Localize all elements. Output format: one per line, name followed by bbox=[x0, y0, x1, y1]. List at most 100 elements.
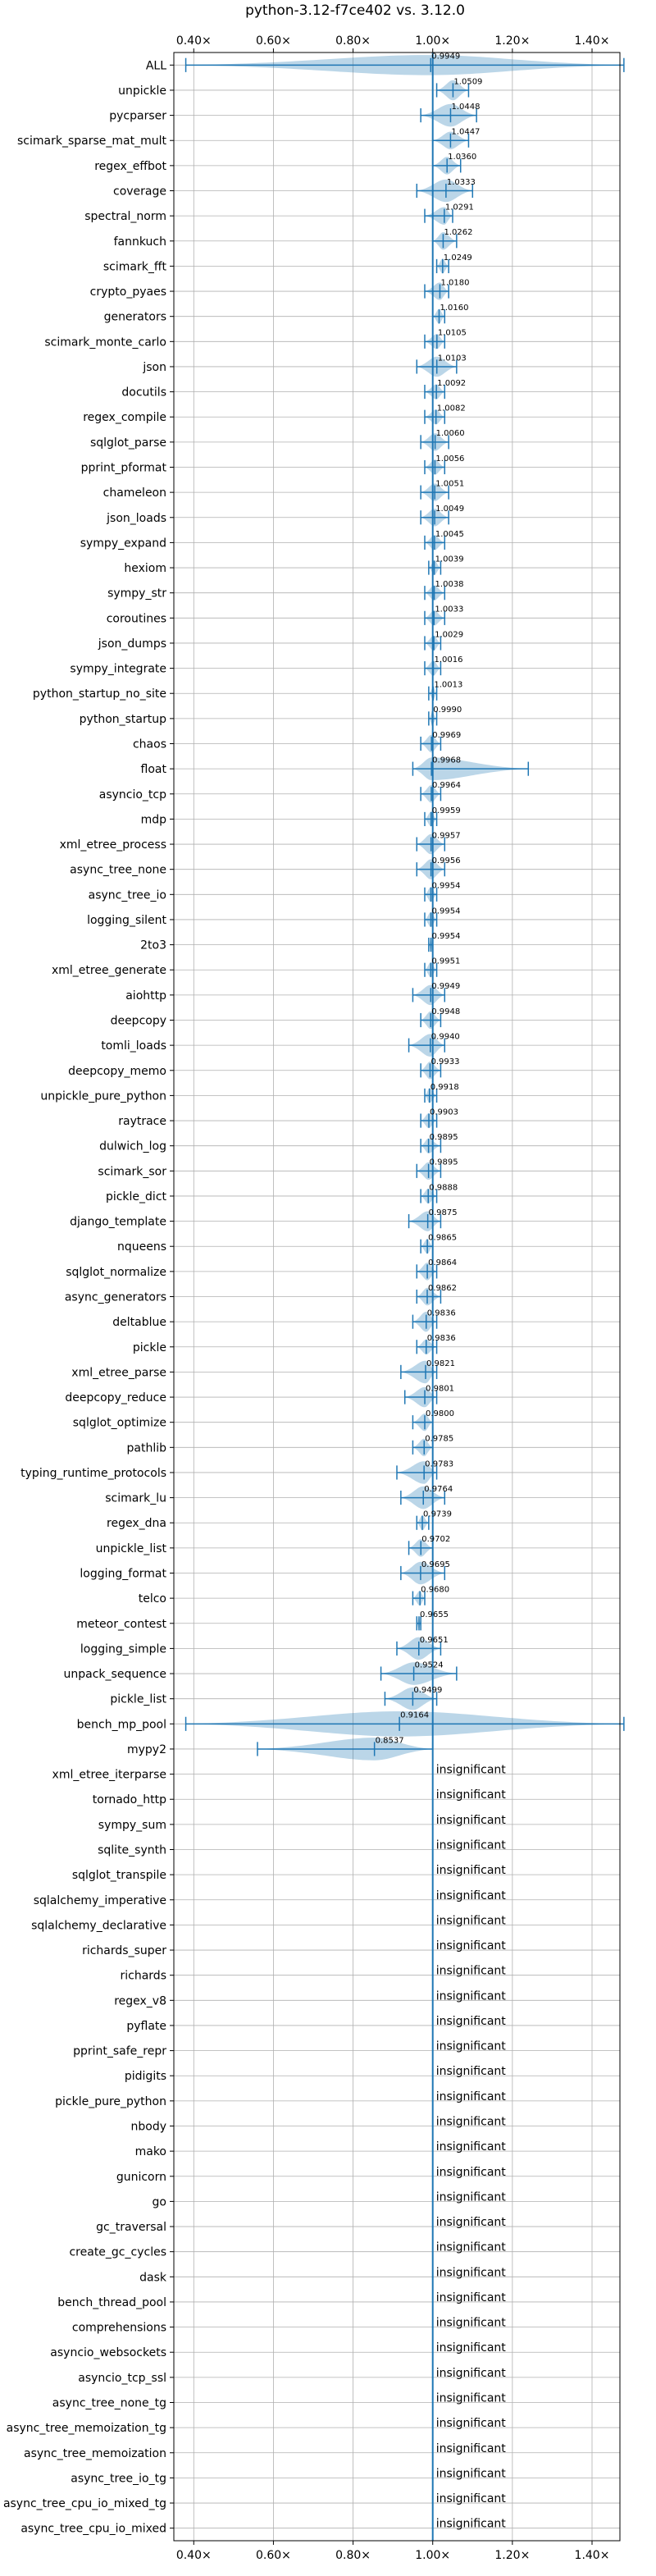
category-label-pickle-dict: pickle_dict bbox=[106, 1190, 167, 1204]
category-label-aiohttp: aiohttp bbox=[125, 989, 166, 1003]
category-label-bench-thread-pool: bench_thread_pool bbox=[57, 2296, 166, 2309]
category-label-python-startup-no-site: python_startup_no_site bbox=[33, 687, 166, 701]
value-label-all: 0.9949 bbox=[431, 53, 460, 62]
insignificant-label: insignificant bbox=[436, 2367, 507, 2380]
insignificant-label: insignificant bbox=[436, 2341, 507, 2354]
value-label-chameleon: 1.0051 bbox=[435, 479, 464, 488]
value-label-logging-format: 0.9695 bbox=[421, 1560, 450, 1569]
x-tick-label-top: 1.20× bbox=[494, 34, 530, 48]
value-label-deepcopy-reduce: 0.9801 bbox=[426, 1384, 454, 1393]
value-label-mypy2: 0.8537 bbox=[376, 1736, 404, 1745]
category-label-json: json bbox=[142, 361, 166, 374]
category-label-raytrace: raytrace bbox=[118, 1115, 166, 1128]
value-label-scimark-sor: 0.9895 bbox=[430, 1158, 458, 1167]
value-label-2to3: 0.9954 bbox=[431, 932, 460, 941]
category-label-chaos: chaos bbox=[133, 738, 166, 751]
category-label-xml-etree-generate: xml_etree_generate bbox=[52, 964, 166, 977]
value-label-pickle-dict: 0.9888 bbox=[429, 1183, 458, 1192]
category-label-sqlglot-parse: sqlglot_parse bbox=[90, 436, 166, 450]
category-label-2to3: 2to3 bbox=[140, 939, 166, 952]
grid-layer bbox=[174, 53, 620, 2541]
insignificant-label: insignificant bbox=[436, 1764, 507, 1777]
category-label-sympy-sum: sympy_sum bbox=[98, 1819, 166, 1832]
category-label-logging-format: logging_format bbox=[80, 1568, 166, 1581]
category-label-coroutines: coroutines bbox=[107, 612, 166, 625]
value-label-json-loads: 1.0049 bbox=[435, 505, 464, 514]
value-label-float: 0.9968 bbox=[432, 756, 461, 765]
value-label-xml-etree-generate: 0.9951 bbox=[431, 957, 460, 966]
value-label-sympy-expand: 1.0045 bbox=[435, 530, 464, 539]
category-label-regex-effbot: regex_effbot bbox=[94, 160, 166, 173]
category-label-scimark-sor: scimark_sor bbox=[98, 1165, 166, 1178]
value-label-json-dumps: 1.0029 bbox=[435, 630, 463, 639]
category-label-json-dumps: json_dumps bbox=[98, 637, 166, 651]
category-label-gc-traversal: gc_traversal bbox=[96, 2221, 166, 2234]
chart-title: python-3.12-f7ce402 vs. 3.12.0 bbox=[245, 2, 465, 19]
category-label-deepcopy-reduce: deepcopy_reduce bbox=[65, 1391, 166, 1404]
category-label-regex-compile: regex_compile bbox=[83, 411, 166, 424]
category-label-async-generators: async_generators bbox=[65, 1291, 166, 1304]
category-label-crypto-pyaes: crypto_pyaes bbox=[90, 285, 166, 299]
category-label-dask: dask bbox=[139, 2271, 167, 2284]
category-label-richards: richards bbox=[121, 1970, 167, 1983]
insignificant-label: insignificant bbox=[436, 1989, 507, 2003]
category-label-meteor-contest: meteor_contest bbox=[76, 1618, 166, 1631]
value-label-telco: 0.9680 bbox=[421, 1585, 449, 1594]
category-label-go: go bbox=[153, 2195, 166, 2208]
x-tick-label-bottom: 0.80× bbox=[335, 2549, 371, 2562]
category-label-pickle: pickle bbox=[133, 1341, 166, 1354]
value-label-hexiom: 1.0039 bbox=[435, 555, 464, 564]
category-label-sqlglot-normalize: sqlglot_normalize bbox=[66, 1266, 166, 1279]
x-tick-label-bottom: 1.20× bbox=[494, 2549, 530, 2562]
value-label-async-tree-io: 0.9954 bbox=[431, 882, 460, 891]
category-label-sqlglot-optimize: sqlglot_optimize bbox=[73, 1417, 166, 1430]
value-label-mdp: 0.9959 bbox=[432, 806, 461, 815]
value-label-xml-etree-process: 0.9957 bbox=[432, 831, 461, 840]
category-label-deepcopy-memo: deepcopy_memo bbox=[68, 1065, 166, 1078]
value-label-sqlglot-optimize: 0.9800 bbox=[426, 1409, 454, 1418]
category-label-mypy2: mypy2 bbox=[127, 1743, 166, 1756]
category-label-bench-mp-pool: bench_mp_pool bbox=[77, 1718, 166, 1731]
value-label-unpickle: 1.0509 bbox=[453, 77, 482, 86]
insignificant-label: insignificant bbox=[436, 2467, 507, 2480]
insignificant-label: insignificant bbox=[436, 2417, 507, 2430]
value-label-regex-dna: 0.9739 bbox=[423, 1510, 452, 1519]
value-label-generators: 1.0160 bbox=[440, 304, 468, 313]
category-label-coverage: coverage bbox=[113, 185, 166, 199]
value-label-meteor-contest: 0.9655 bbox=[420, 1610, 449, 1619]
category-label-hexiom: hexiom bbox=[124, 562, 166, 575]
value-label-scimark-lu: 0.9764 bbox=[424, 1485, 453, 1494]
value-label-deepcopy: 0.9948 bbox=[431, 1007, 460, 1016]
category-label-logging-silent: logging_silent bbox=[87, 914, 166, 927]
category-label-scimark-sparse-mat-mult: scimark_sparse_mat_mult bbox=[17, 135, 166, 148]
insignificant-label: insignificant bbox=[436, 1914, 507, 1927]
value-label-sympy-integrate: 1.0016 bbox=[434, 655, 462, 665]
category-label-generators: generators bbox=[104, 311, 166, 324]
category-label-python-startup: python_startup bbox=[80, 713, 166, 726]
category-label-mdp: mdp bbox=[141, 813, 167, 826]
category-label-pickle-pure-python: pickle_pure_python bbox=[55, 2095, 166, 2108]
x-tick-label-top: 1.00× bbox=[415, 34, 450, 48]
category-label-dulwich-log: dulwich_log bbox=[99, 1140, 166, 1153]
category-label-xml-etree-process: xml_etree_process bbox=[60, 838, 166, 852]
value-label-regex-compile: 1.0082 bbox=[437, 404, 466, 413]
insignificant-label: insignificant bbox=[436, 2090, 507, 2103]
insignificant-label: insignificant bbox=[436, 1864, 507, 1877]
insignificant-label: insignificant bbox=[436, 2015, 507, 2028]
value-label-django-template: 0.9875 bbox=[429, 1208, 458, 1217]
insignificant-label: insignificant bbox=[436, 2518, 507, 2531]
category-label-logging-simple: logging_simple bbox=[80, 1642, 166, 1656]
category-label-scimark-fft: scimark_fft bbox=[103, 260, 167, 273]
insignificant-label: insignificant bbox=[436, 2392, 507, 2405]
category-label-xml-etree-parse: xml_etree_parse bbox=[71, 1366, 166, 1379]
x-tick-label-top: 1.40× bbox=[575, 34, 610, 48]
category-label-float: float bbox=[141, 763, 167, 776]
value-label-logging-simple: 0.9651 bbox=[420, 1636, 449, 1645]
value-label-coroutines: 1.0033 bbox=[435, 605, 463, 614]
insignificant-label: insignificant bbox=[436, 1965, 507, 1978]
x-tick-label-top: 0.40× bbox=[176, 34, 212, 48]
insignificant-label: insignificant bbox=[436, 2040, 507, 2053]
x-tick-label-top: 0.60× bbox=[256, 34, 291, 48]
value-label-pathlib: 0.9785 bbox=[425, 1435, 453, 1444]
value-label-pickle: 0.9836 bbox=[427, 1334, 456, 1343]
